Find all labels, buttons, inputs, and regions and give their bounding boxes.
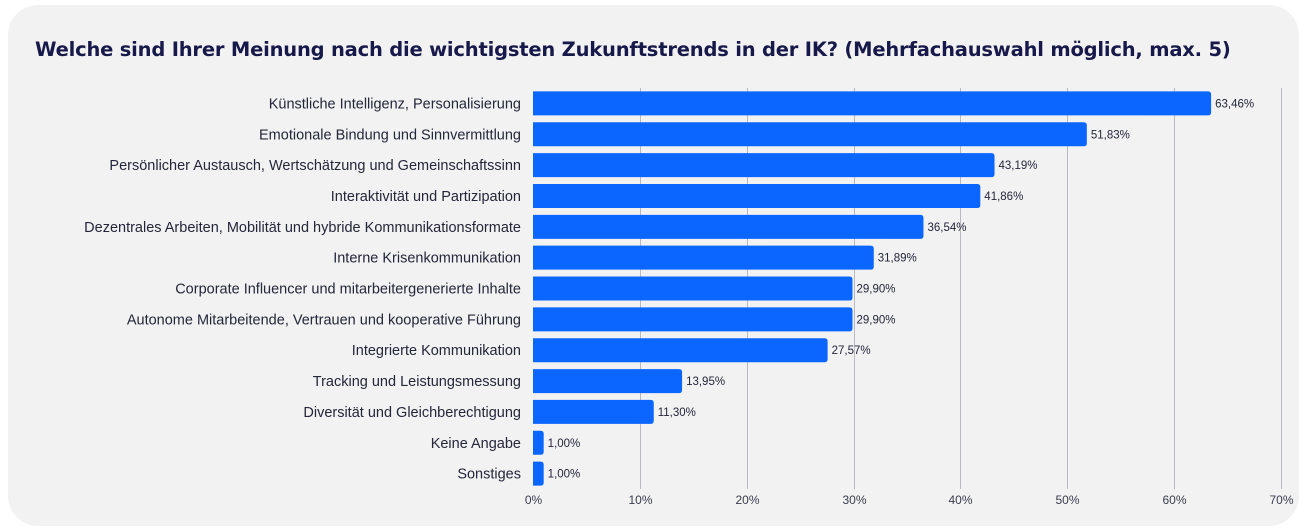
data-label: 29,90% (857, 284, 896, 296)
bar (533, 307, 853, 332)
x-tick-label: 10% (628, 493, 652, 507)
chart-title: Welche sind Ihrer Meinung nach die wicht… (35, 38, 1231, 61)
x-tick-label: 40% (948, 493, 972, 507)
category-label: Emotionale Bindung und Sinnvermittlung (259, 127, 521, 143)
category-label: Künstliche Intelligenz, Personalisierung (269, 96, 521, 112)
x-tick-label: 50% (1055, 493, 1079, 507)
data-label: 11,30% (658, 407, 696, 419)
bar (533, 153, 995, 178)
x-tick-label: 60% (1162, 493, 1186, 507)
data-label: 41,86% (984, 191, 1023, 203)
x-tick-label: 70% (1269, 493, 1293, 507)
category-label: Corporate Influencer und mitarbeitergene… (175, 282, 521, 298)
data-label: 29,90% (857, 314, 896, 326)
data-label: 13,95% (686, 376, 725, 388)
bar (533, 214, 924, 239)
data-label: 27,57% (832, 345, 871, 357)
category-label: Dezentrales Arbeiten, Mobilität und hybr… (84, 220, 521, 236)
data-label: 31,89% (878, 253, 917, 265)
data-label: 1,00% (548, 438, 581, 450)
bar (533, 183, 981, 208)
bar (533, 245, 874, 270)
bar (533, 276, 853, 301)
bar (533, 91, 1212, 116)
data-label: 63,46% (1215, 98, 1254, 110)
data-label: 36,54% (927, 222, 966, 234)
category-label: Diversität und Gleichberechtigung (303, 405, 521, 421)
x-tick-label: 0% (525, 493, 543, 507)
x-tick-label: 20% (735, 493, 759, 507)
bars (533, 91, 1212, 486)
category-label: Tracking und Leistungsmessung (313, 374, 521, 390)
bar (533, 122, 1087, 147)
data-label: 51,83% (1091, 129, 1130, 141)
labels: 0% 10% 20% 30% 40% 50% 60% 70% Künstliche Intell… (84, 96, 1294, 507)
x-tick-label: 30% (842, 493, 866, 507)
category-label: Interaktivität und Partizipation (331, 189, 521, 205)
bar (533, 369, 683, 394)
category-label: Sonstiges (457, 467, 521, 483)
data-label: 43,19% (999, 160, 1038, 172)
data-label: 1,00% (548, 469, 581, 481)
category-label: Keine Angabe (431, 436, 521, 452)
category-label: Integrierte Kommunikation (352, 343, 521, 359)
category-label: Autonome Mitarbeitende, Vertrauen und ko… (127, 312, 521, 328)
bar (533, 461, 544, 486)
category-label: Interne Krisenkommunikation (333, 251, 521, 267)
bar (533, 338, 828, 363)
bar (533, 399, 654, 424)
category-label: Persönlicher Austausch, Wertschätzung un… (109, 158, 521, 174)
bar (533, 430, 544, 455)
